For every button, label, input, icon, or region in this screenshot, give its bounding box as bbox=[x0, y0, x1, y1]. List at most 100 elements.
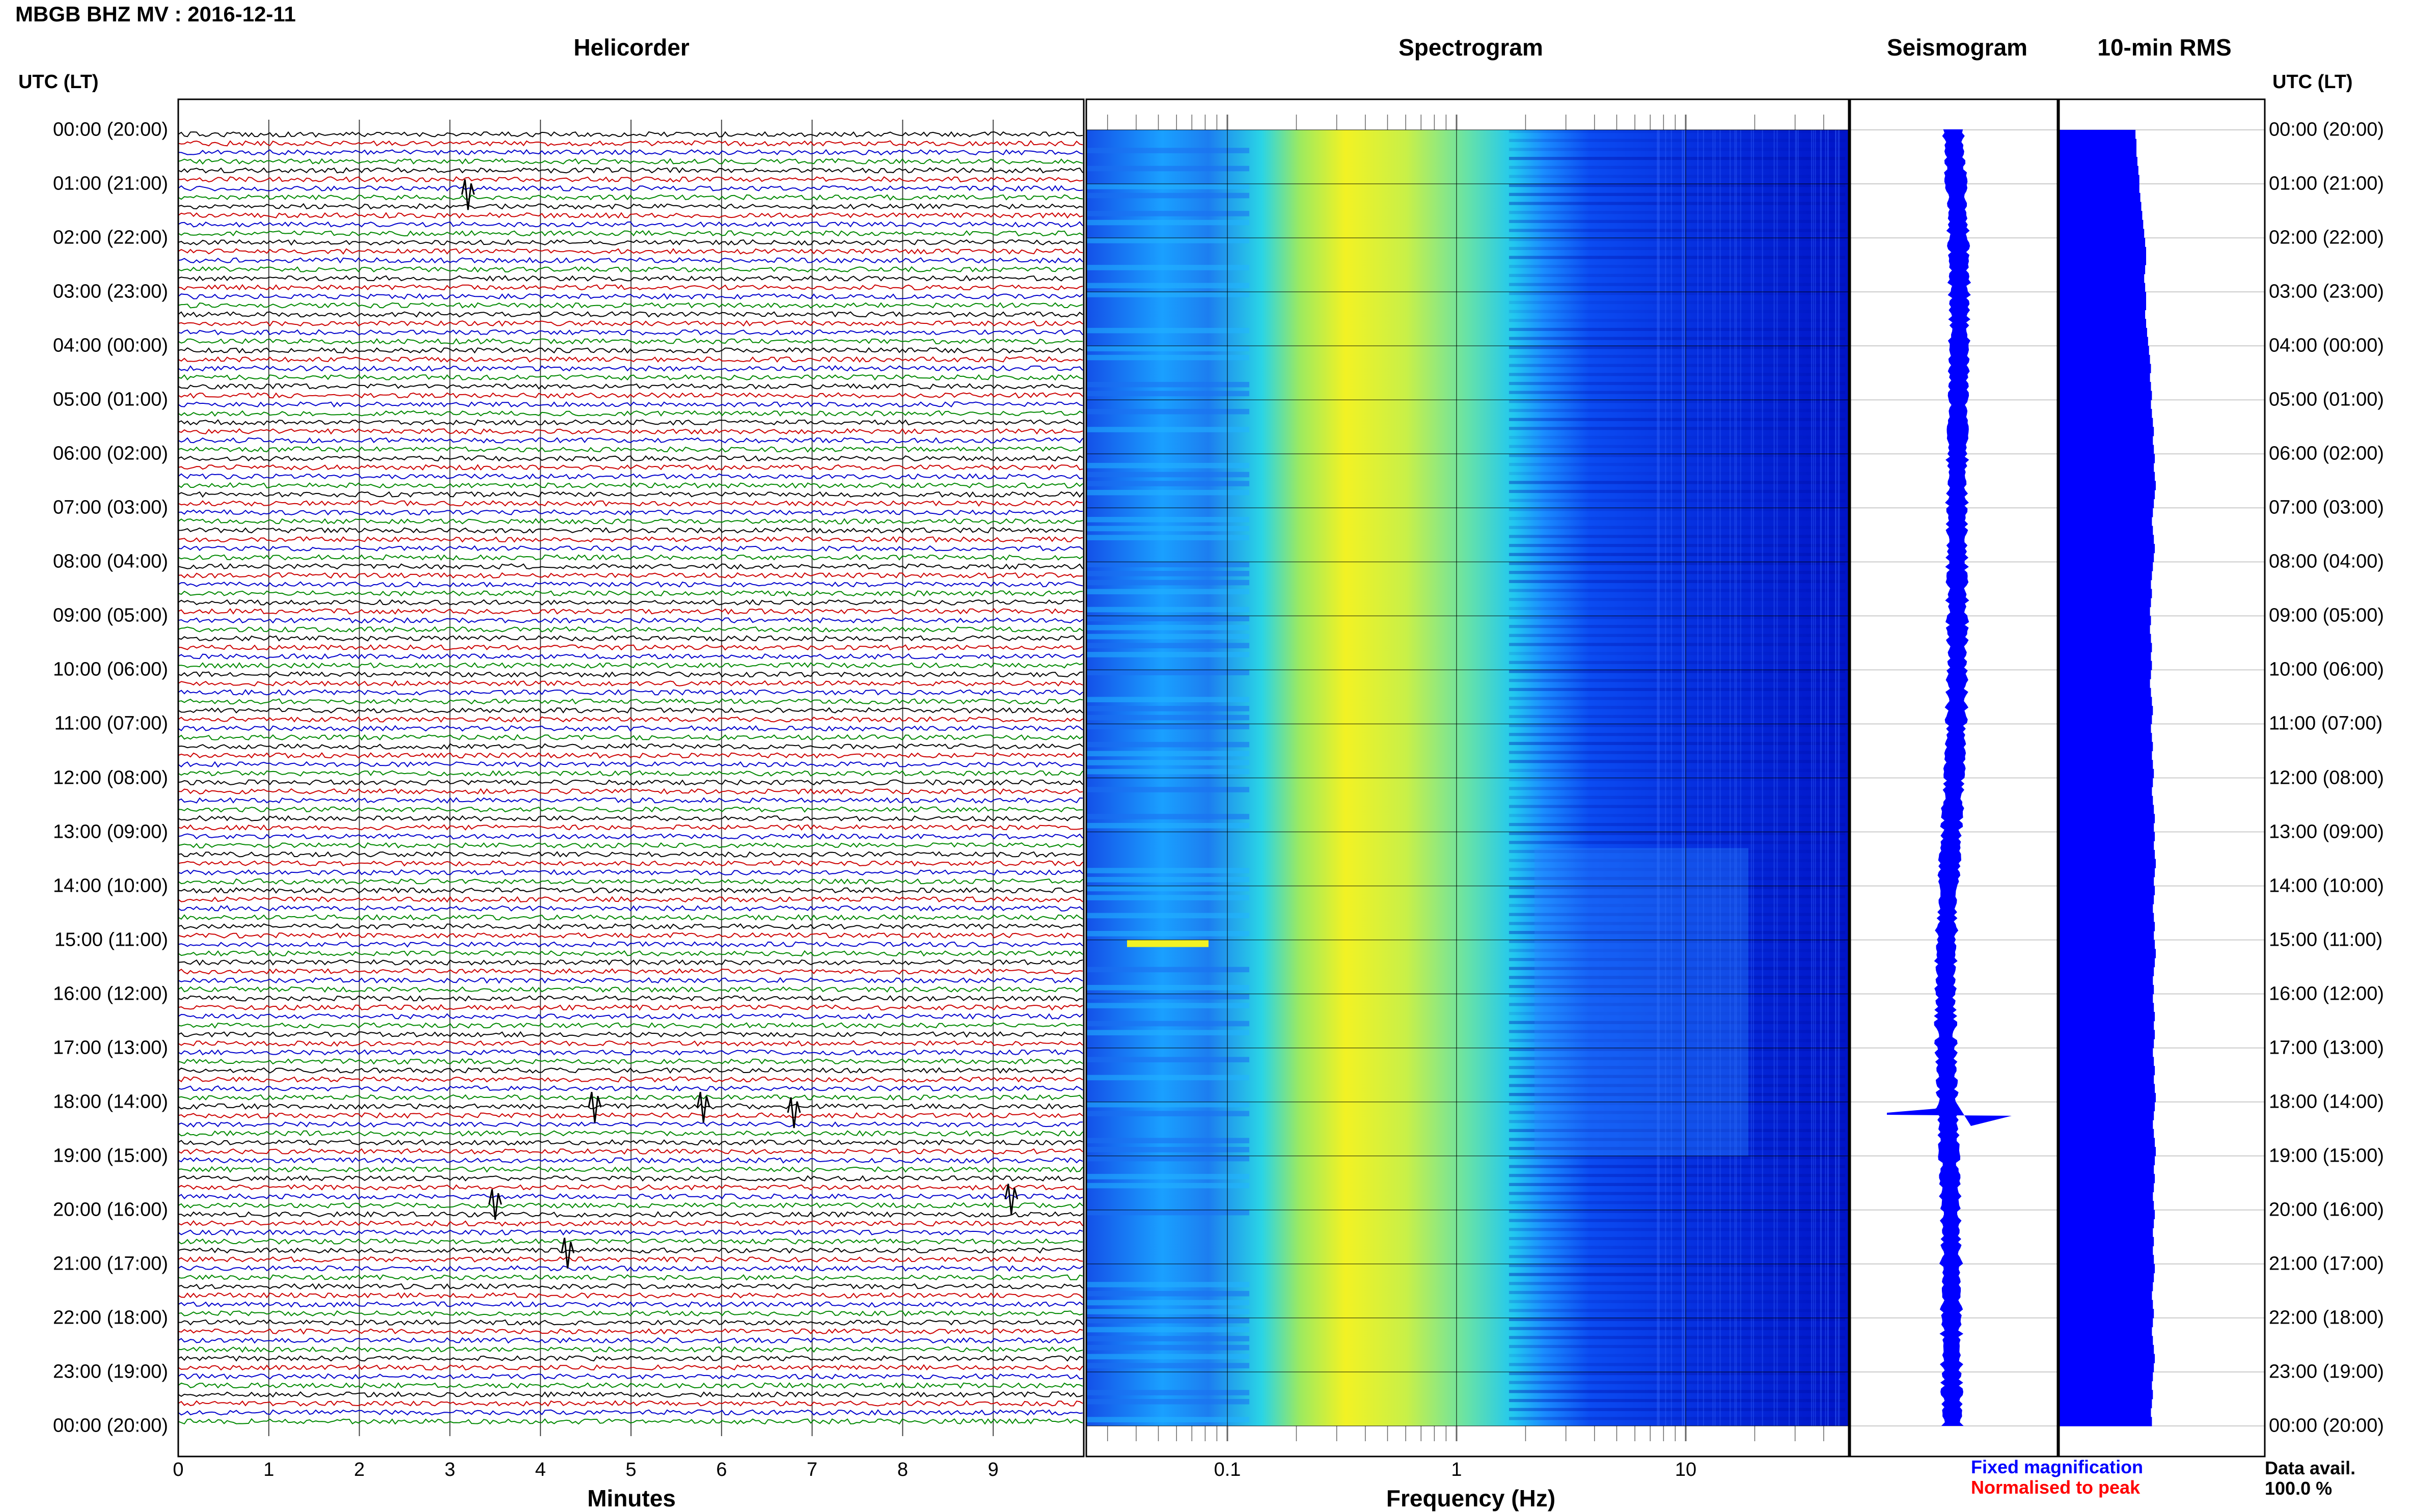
spectrogram-row-streak bbox=[1086, 670, 1249, 675]
spectrogram-row-streak bbox=[1086, 1075, 1249, 1081]
spectrogram-row-streak bbox=[1086, 184, 1249, 189]
rms-bar bbox=[2059, 580, 2151, 589]
helicorder-trace-row bbox=[178, 1400, 1083, 1407]
spectrogram-row-streak bbox=[1086, 607, 1249, 613]
helicorder-trace-row bbox=[178, 896, 1083, 903]
freq-tick-1: 1 bbox=[1451, 1459, 1462, 1480]
helicorder-trace-row bbox=[178, 1130, 1083, 1137]
rms-bar bbox=[2059, 1012, 2155, 1022]
spectrogram-row-streak bbox=[1509, 1048, 1845, 1051]
spectrogram-row-streak bbox=[1509, 859, 1845, 862]
spectrogram-row-streak bbox=[1086, 517, 1249, 523]
rms-bar bbox=[2059, 724, 2151, 733]
spectrogram-row-streak bbox=[1509, 580, 1845, 583]
helicorder-trace-row bbox=[178, 302, 1083, 309]
utc-header-left: UTC (LT) bbox=[18, 71, 99, 93]
time-label-left: 05:00 (01:00) bbox=[52, 389, 168, 410]
helicorder-trace-row bbox=[178, 1166, 1083, 1173]
spectrogram-row-streak bbox=[1086, 1030, 1249, 1035]
helicorder-trace-row bbox=[178, 1229, 1083, 1236]
helicorder-trace-row bbox=[178, 500, 1083, 507]
spectrogram-row-streak bbox=[1509, 795, 1845, 799]
spectrogram-row-streak bbox=[1509, 175, 1845, 178]
minutes-tick: 6 bbox=[716, 1459, 727, 1480]
rms-bar bbox=[2059, 868, 2155, 877]
rms-bar bbox=[2059, 327, 2147, 338]
rms-bar bbox=[2059, 273, 2145, 284]
rms-bar bbox=[2059, 1372, 2153, 1382]
time-label-right: 19:00 (15:00) bbox=[2269, 1145, 2384, 1167]
spectrogram-row-streak bbox=[1509, 1156, 1845, 1159]
spectrogram-activity bbox=[1534, 848, 1748, 1156]
spectrogram-row-streak bbox=[1509, 1039, 1845, 1042]
time-label-right: 03:00 (23:00) bbox=[2269, 281, 2384, 303]
spectrogram-row-streak bbox=[1509, 832, 1845, 835]
spectrogram-row-streak bbox=[1509, 1209, 1845, 1213]
spectrogram-row-streak bbox=[1509, 1219, 1845, 1222]
spectrogram-row-streak bbox=[1086, 1147, 1249, 1152]
rms-bar bbox=[2059, 967, 2154, 976]
rms-bar bbox=[2059, 265, 2146, 274]
helicorder-trace-row bbox=[178, 1184, 1083, 1191]
spectrogram-row-streak bbox=[1509, 499, 1845, 502]
helicorder-trace-row bbox=[178, 581, 1083, 588]
helicorder-trace-row bbox=[178, 131, 1083, 138]
rms-bar bbox=[2059, 219, 2144, 229]
spectrogram-row-streak bbox=[1509, 157, 1845, 160]
rms-bar bbox=[2059, 1381, 2152, 1390]
spectrogram-row-streak bbox=[1509, 1066, 1845, 1069]
helicorder-trace-row bbox=[178, 1355, 1083, 1362]
freq-tick-0.1: 0.1 bbox=[1214, 1459, 1241, 1480]
helicorder-trace-row bbox=[178, 1283, 1083, 1290]
spectrogram-row-streak bbox=[1509, 841, 1845, 844]
spectrogram-row-streak bbox=[1086, 1327, 1249, 1333]
spectrogram-row-streak bbox=[1509, 922, 1845, 925]
spectrogram-row-streak bbox=[1509, 544, 1845, 547]
helicorder-trace-row bbox=[178, 158, 1083, 165]
time-label-right: 04:00 (00:00) bbox=[2269, 335, 2384, 356]
rms-bar bbox=[2059, 229, 2145, 238]
helicorder-trace-row bbox=[178, 779, 1083, 786]
spectrogram-row-streak bbox=[1509, 354, 1845, 358]
time-label-right: 20:00 (16:00) bbox=[2269, 1199, 2384, 1221]
helicorder-trace-row bbox=[178, 230, 1083, 237]
helicorder-trace-row bbox=[178, 356, 1083, 363]
time-label-right: 02:00 (22:00) bbox=[2269, 227, 2384, 249]
helicorder-event bbox=[461, 179, 475, 210]
helicorder-trace-row bbox=[178, 1310, 1083, 1317]
spectrogram-row-streak bbox=[1509, 616, 1845, 619]
spectrogram-row-streak bbox=[1509, 364, 1845, 367]
seismogram-title: Seismogram bbox=[1886, 34, 2028, 61]
spectrogram-row-streak bbox=[1086, 472, 1249, 478]
time-label-left: 02:00 (22:00) bbox=[52, 227, 168, 249]
rms-bar bbox=[2059, 805, 2154, 814]
time-label-right: 11:00 (07:00) bbox=[2269, 712, 2383, 734]
rms-bar bbox=[2059, 1165, 2154, 1174]
rms-bar bbox=[2059, 1317, 2153, 1328]
rms-bar bbox=[2059, 670, 2151, 679]
rms-bar bbox=[2059, 598, 2151, 608]
spectrogram-row-streak bbox=[1086, 148, 1249, 153]
spectrogram-row-streak bbox=[1086, 1344, 1249, 1351]
rms-bar bbox=[2059, 814, 2155, 823]
rms-bar bbox=[2059, 903, 2153, 914]
rms-bar bbox=[2059, 1057, 2154, 1066]
rms-bar bbox=[2059, 607, 2150, 616]
helicorder-trace-row bbox=[178, 680, 1083, 687]
helicorder-trace-row bbox=[178, 1391, 1083, 1398]
rms-bar bbox=[2059, 1327, 2152, 1336]
rms-bar bbox=[2059, 652, 2151, 662]
rms-bar bbox=[2059, 1048, 2153, 1057]
rms-bar bbox=[2059, 589, 2152, 598]
rms-bar bbox=[2059, 886, 2155, 895]
rms-bar bbox=[2059, 544, 2155, 554]
minutes-tick: 7 bbox=[807, 1459, 818, 1480]
spectrogram-row-streak bbox=[1509, 319, 1845, 322]
rms-bar bbox=[2059, 1209, 2155, 1220]
spectrogram-row-streak bbox=[1086, 1282, 1249, 1287]
minutes-axis-label: Minutes bbox=[587, 1485, 676, 1511]
spectrogram-row-streak bbox=[1509, 895, 1845, 898]
time-label-right: 15:00 (11:00) bbox=[2269, 929, 2383, 951]
helicorder-trace-row bbox=[178, 932, 1083, 939]
spectrogram-row-streak bbox=[1086, 408, 1249, 415]
